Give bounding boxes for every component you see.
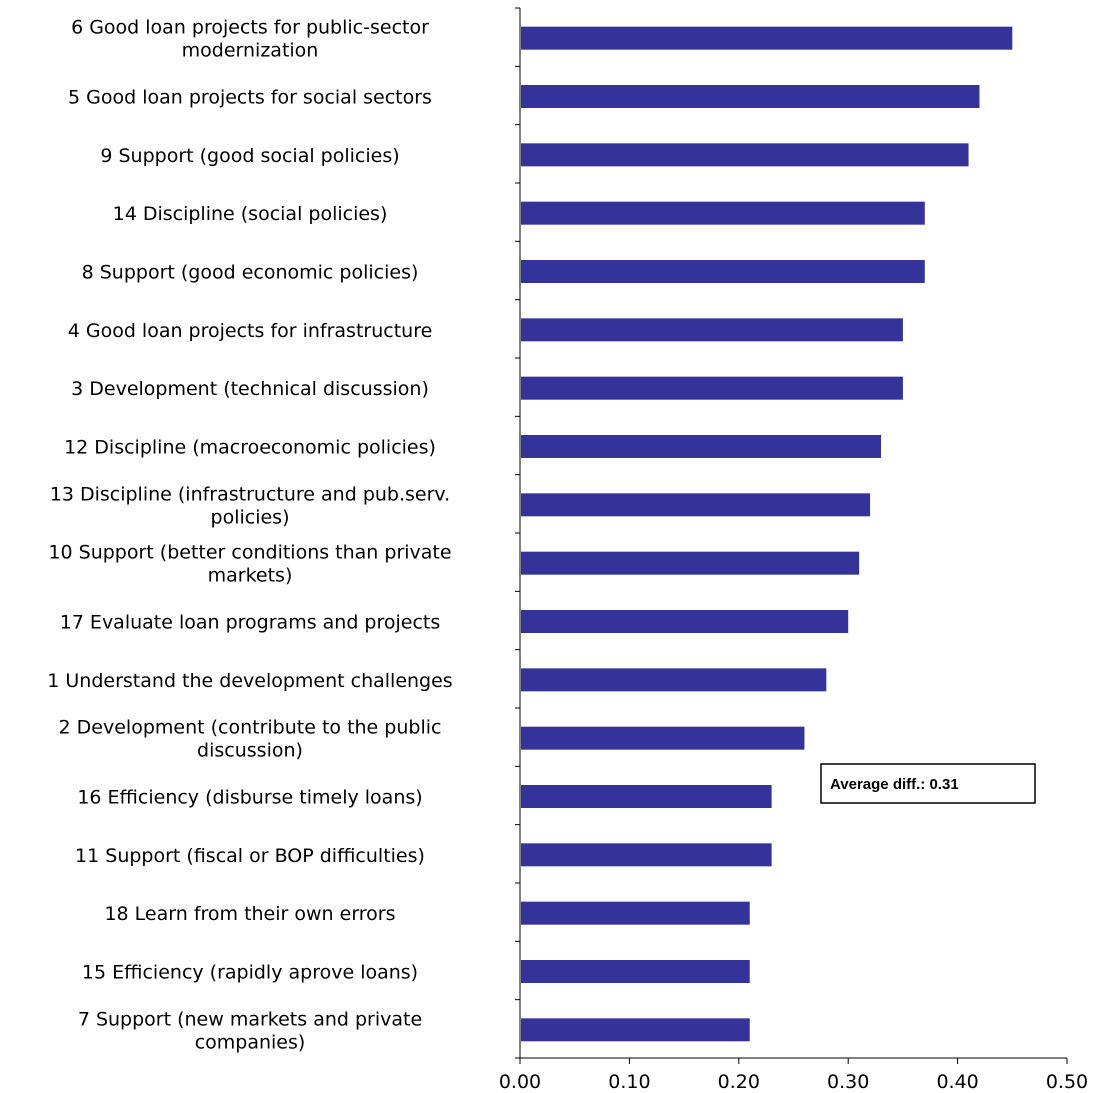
bar-12 — [521, 726, 805, 750]
category-label-1: 5 Good loan projects for social sectors — [68, 87, 432, 109]
category-label-line: discussion) — [197, 740, 303, 762]
category-label-line: 18 Learn from their own errors — [104, 903, 395, 925]
category-label-line: markets) — [208, 565, 293, 587]
x-tick-label-5: 0.50 — [1046, 1071, 1088, 1093]
category-label-line: 7 Support (new markets and private — [78, 1008, 422, 1030]
x-tick-label-2: 0.20 — [718, 1071, 760, 1093]
category-label-line: 1 Understand the development challenges — [47, 670, 452, 692]
axes — [515, 7, 1068, 1064]
bar-9 — [521, 551, 860, 575]
category-label-17: 7 Support (new markets and private compan… — [78, 1008, 422, 1053]
bar-16 — [521, 960, 750, 983]
x-tick-label-0: 0.00 — [499, 1071, 541, 1093]
category-label-line: 5 Good loan projects for social sectors — [68, 87, 432, 109]
category-label-line: companies) — [195, 1031, 306, 1053]
bar-13 — [521, 785, 772, 808]
x-tick-label-1: 0.10 — [608, 1071, 650, 1093]
category-label-line: policies) — [211, 506, 290, 528]
category-label-5: 4 Good loan projects for infrastructure — [68, 320, 433, 342]
category-label-line: modernization — [182, 40, 319, 62]
category-label-2: 9 Support (good social policies) — [100, 145, 399, 167]
category-label-14: 11 Support (fiscal or BOP difficulties) — [75, 845, 425, 867]
bar-10 — [521, 610, 849, 633]
bar-6 — [521, 376, 903, 400]
category-label-15: 18 Learn from their own errors — [104, 903, 395, 925]
bar-0 — [521, 26, 1013, 50]
x-tick-labels: 0.00 0.10 0.20 0.30 0.40 0.50 — [499, 1071, 1088, 1093]
category-label-line: 14 Discipline (social policies) — [113, 203, 388, 225]
category-label-10: 17 Evaluate loan programs and projects — [60, 612, 441, 634]
category-label-line: 10 Support (better conditions than priva… — [48, 542, 451, 564]
category-label-8: 13 Discipline (infrastructure and pub.se… — [50, 483, 450, 528]
annotation-box: Average diff.: 0.31 — [820, 763, 1036, 804]
category-label-line: 16 Efficiency (disburse timely loans) — [77, 787, 422, 809]
category-label-line: 6 Good loan projects for public-sector — [71, 17, 429, 39]
bar-1 — [521, 85, 980, 108]
bar-15 — [521, 901, 750, 925]
bar-2 — [521, 143, 969, 167]
category-label-6: 3 Development (technical discussion) — [71, 378, 429, 400]
category-label-4: 8 Support (good economic policies) — [82, 262, 419, 284]
category-label-12: 2 Development (contribute to the public d… — [59, 717, 442, 762]
category-labels: 6 Good loan projects for public-sector mo… — [47, 17, 452, 1054]
category-label-13: 16 Efficiency (disburse timely loans) — [77, 787, 422, 809]
category-label-9: 10 Support (better conditions than priva… — [48, 542, 451, 587]
category-label-line: 4 Good loan projects for infrastructure — [68, 320, 433, 342]
category-label-line: 3 Development (technical discussion) — [71, 378, 429, 400]
bar-4 — [521, 260, 925, 283]
annotation-border — [820, 763, 1036, 804]
category-label-16: 15 Efficiency (rapidly aprove loans) — [82, 962, 418, 984]
bar-11 — [521, 668, 827, 692]
bar-7 — [521, 435, 882, 458]
bar-14 — [521, 843, 772, 867]
category-label-line: 2 Development (contribute to the public — [59, 717, 442, 739]
bars — [521, 26, 1013, 1042]
bar-8 — [521, 493, 871, 517]
bar-5 — [521, 318, 903, 342]
category-label-line: 12 Discipline (macroeconomic policies) — [64, 437, 436, 459]
category-label-line: 15 Efficiency (rapidly aprove loans) — [82, 962, 418, 984]
bar-17 — [521, 1018, 750, 1042]
x-tick-label-4: 0.40 — [936, 1071, 978, 1093]
category-label-line: 8 Support (good economic policies) — [82, 262, 419, 284]
bar-3 — [521, 201, 925, 225]
category-label-0: 6 Good loan projects for public-sector mo… — [71, 17, 429, 62]
category-label-line: 11 Support (fiscal or BOP difficulties) — [75, 845, 425, 867]
category-label-line: 17 Evaluate loan programs and projects — [60, 612, 441, 634]
category-label-7: 12 Discipline (macroeconomic policies) — [64, 437, 436, 459]
category-label-3: 14 Discipline (social policies) — [113, 203, 388, 225]
category-label-line: 9 Support (good social policies) — [100, 145, 399, 167]
category-label-11: 1 Understand the development challenges — [47, 670, 452, 692]
x-tick-label-3: 0.30 — [827, 1071, 869, 1093]
category-label-line: 13 Discipline (infrastructure and pub.se… — [50, 483, 450, 505]
annotation-text: Average diff.: 0.31 — [830, 776, 959, 793]
